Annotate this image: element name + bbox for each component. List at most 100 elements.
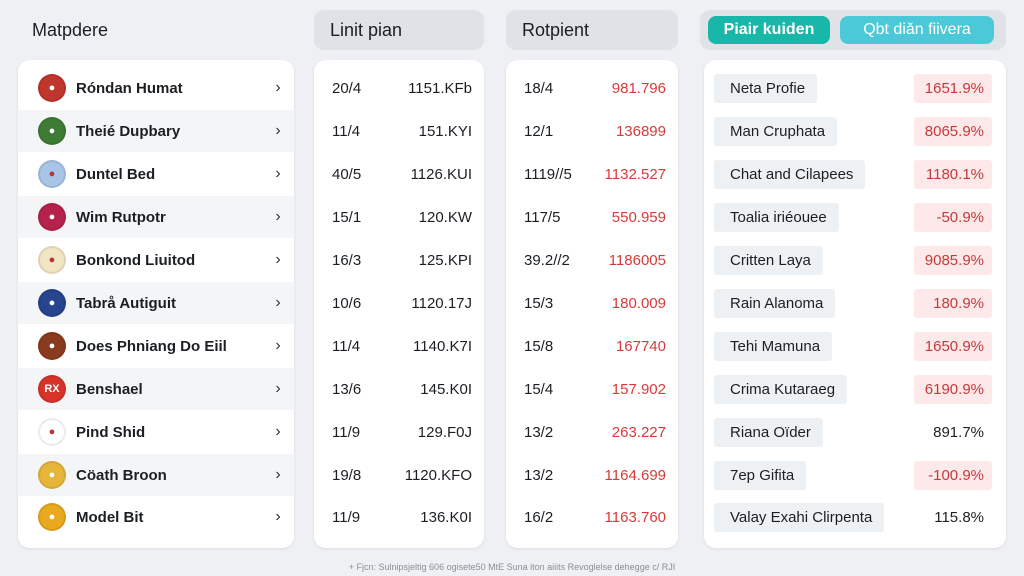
column-header-recipient[interactable]: Rotpient (506, 10, 678, 50)
limit-plan-row: 16/3 125.KPI (314, 239, 484, 281)
limit-plan-row: 20/4 1151.KFb (314, 67, 484, 109)
chevron-right-icon[interactable]: › (275, 165, 281, 182)
company-logo-icon: ● (38, 246, 66, 274)
limit-plan-date: 15/1 (332, 208, 362, 226)
recipient-row: 39.2//2 1186005 (506, 239, 678, 281)
summary-row[interactable]: Riana Oïder 891.7% (704, 411, 1006, 453)
chevron-right-icon[interactable]: › (275, 508, 281, 525)
column-header-limit-plan-label: Linit pian (330, 19, 403, 40)
recipient-row: 13/2 1164.699 (506, 454, 678, 496)
column-header-limit-plan[interactable]: Linit pian (314, 10, 484, 50)
tab-secondary-label: Qbt diǎn fiivera (863, 21, 971, 38)
company-name: Cöath Broon (76, 466, 167, 484)
limit-plan-value: 136.K0I (420, 508, 472, 526)
company-list-panel: ● Róndan Humat › ● Theié Dupbary › ● Duntel Bed… (18, 60, 294, 548)
recipient-value: 1132.527 (604, 165, 666, 183)
limit-plan-date: 11/9 (332, 423, 361, 441)
limit-plan-value: 120.KW (418, 208, 472, 226)
recipient-value: 136899 (615, 122, 666, 140)
chevron-right-icon[interactable]: › (275, 251, 281, 268)
summary-percentage: 891.7% (933, 423, 984, 441)
summary-label: Rain Alanoma (714, 288, 836, 318)
recipient-row: 12/1 136899 (506, 110, 678, 152)
chevron-right-icon[interactable]: › (275, 466, 281, 483)
limit-plan-date: 20/4 (332, 79, 362, 97)
company-name: Pind Shid (76, 423, 146, 441)
tab-group: Piair kuiden Qbt diǎn fiivera (700, 10, 1006, 50)
limit-plan-value: 151.KYI (418, 122, 472, 140)
summary-row[interactable]: 7ep Gifita -100.9% (704, 454, 1006, 496)
recipient-row: 117/5 550.959 (506, 196, 678, 238)
summary-label: Tehi Mamuna (714, 331, 833, 361)
recipient-date: 1119//5 (524, 165, 572, 183)
column-header-companies-label: Matpdere (32, 19, 109, 40)
limit-plan-row: 10/6 1120.17J (314, 282, 484, 324)
summary-row[interactable]: Valay Exahi Clirpenta 115.8% (704, 496, 1006, 538)
summary-label: Toalia iriéouee (714, 202, 839, 232)
summary-percentage: 115.8% (934, 508, 984, 526)
chevron-right-icon[interactable]: › (275, 337, 281, 354)
limit-plan-value: 1126.KUI (410, 165, 472, 183)
company-row[interactable]: ● Duntel Bed › (18, 153, 294, 195)
summary-row[interactable]: Neta Profie 1651.9% (704, 67, 1006, 109)
column-header-recipient-label: Rotpient (522, 19, 590, 40)
summary-row[interactable]: Critten Laya 9085.9% (704, 239, 1006, 281)
recipient-date: 13/2 (524, 466, 554, 484)
company-logo-icon: ● (38, 332, 66, 360)
summary-row[interactable]: Crima Kutaraeg 6190.9% (704, 368, 1006, 410)
chevron-right-icon[interactable]: › (275, 79, 281, 96)
company-name: Tabrå Autiguit (76, 294, 176, 312)
summary-row[interactable]: Tehi Mamuna 1650.9% (704, 325, 1006, 367)
company-row[interactable]: ● Tabrå Autiguit › (18, 282, 294, 324)
limit-plan-value: 129.F0J (417, 423, 472, 441)
company-row[interactable]: RX Benshael › (18, 368, 294, 410)
chevron-right-icon[interactable]: › (275, 122, 281, 139)
recipient-row: 13/2 263.227 (506, 411, 678, 453)
limit-plan-row: 40/5 1126.KUI (314, 153, 484, 195)
chevron-right-icon[interactable]: › (275, 423, 281, 440)
company-row[interactable]: ● Bonkond Liuitod › (18, 239, 294, 281)
summary-row[interactable]: Toalia iriéouee -50.9% (704, 196, 1006, 238)
tab-primary[interactable]: Piair kuiden (708, 16, 830, 44)
limit-plan-row: 11/9 129.F0J (314, 411, 484, 453)
company-name: Model Bit (76, 508, 144, 526)
company-row[interactable]: ● Pind Shid › (18, 411, 294, 453)
limit-plan-panel: 20/4 1151.KFb 11/4 151.KYI 40/5 1126.KUI 15/1 1… (314, 60, 484, 548)
company-name: Bonkond Liuitod (76, 251, 196, 269)
recipient-row: 1119//5 1132.527 (506, 153, 678, 195)
summary-row[interactable]: Rain Alanoma 180.9% (704, 282, 1006, 324)
company-row[interactable]: ● Model Bit › (18, 496, 294, 538)
recipient-value: 157.902 (611, 380, 666, 398)
company-row[interactable]: ● Cöath Broon › (18, 454, 294, 496)
chevron-right-icon[interactable]: › (275, 380, 281, 397)
recipient-date: 18/4 (524, 79, 554, 97)
recipient-date: 15/8 (524, 337, 554, 355)
summary-label: Valay Exahi Clirpenta (714, 502, 885, 532)
company-name: Benshael (76, 380, 143, 398)
summary-percentage: -100.9% (914, 460, 992, 490)
company-row[interactable]: ● Róndan Humat › (18, 67, 294, 109)
company-row[interactable]: ● Wim Rutpotr › (18, 196, 294, 238)
summary-row[interactable]: Man Cruphata 8065.9% (704, 110, 1006, 152)
recipient-value: 981.796 (611, 79, 666, 97)
company-row[interactable]: ● Does Phniang Do Eiil › (18, 325, 294, 367)
summary-label: Critten Laya (714, 245, 823, 275)
recipient-date: 15/3 (524, 294, 554, 312)
summary-row[interactable]: Chat and Cilapees 1180.1% (704, 153, 1006, 195)
recipient-date: 15/4 (524, 380, 554, 398)
limit-plan-date: 16/3 (332, 251, 362, 269)
limit-plan-date: 10/6 (332, 294, 362, 312)
limit-plan-row: 15/1 120.KW (314, 196, 484, 238)
company-row[interactable]: ● Theié Dupbary › (18, 110, 294, 152)
company-logo-icon: ● (38, 461, 66, 489)
chevron-right-icon[interactable]: › (275, 208, 281, 225)
summary-percentage: 1651.9% (914, 73, 992, 103)
column-header-companies: Matpdere (32, 10, 282, 50)
company-name: Duntel Bed (76, 165, 156, 183)
summary-percentage: 180.9% (914, 288, 992, 318)
recipient-value: 180.009 (611, 294, 666, 312)
chevron-right-icon[interactable]: › (275, 294, 281, 311)
summary-percentage: 8065.9% (914, 116, 992, 146)
tab-secondary[interactable]: Qbt diǎn fiivera (840, 16, 994, 44)
limit-plan-value: 125.KPI (418, 251, 472, 269)
